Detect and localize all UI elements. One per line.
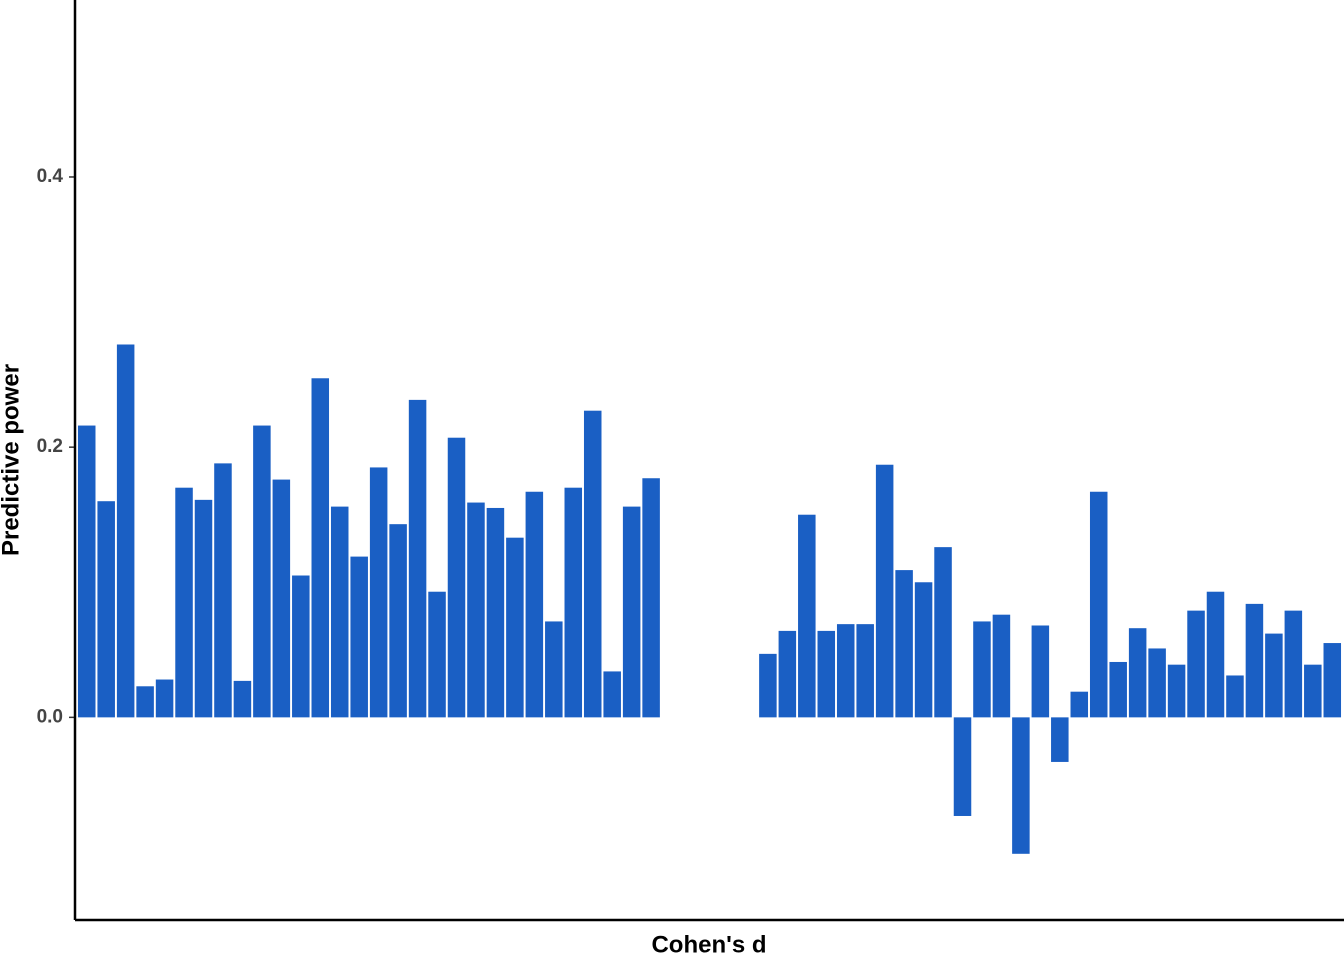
- bar: [428, 591, 446, 718]
- bar: [447, 437, 466, 718]
- bar: [856, 624, 874, 718]
- bar: [1109, 661, 1127, 718]
- bar: [233, 680, 252, 718]
- y-tick-label: 0.4: [37, 166, 64, 187]
- bar: [1323, 643, 1342, 718]
- bar: [292, 575, 310, 718]
- x-axis-label: Cohen's d: [651, 931, 766, 958]
- bar: [1226, 675, 1244, 718]
- bar: [1167, 664, 1186, 718]
- bar: [253, 425, 271, 718]
- bar: [759, 653, 777, 718]
- bar: [408, 399, 427, 718]
- bar: [1148, 648, 1166, 718]
- bar: [486, 507, 505, 718]
- bar: [1012, 717, 1030, 854]
- bar: [175, 487, 193, 718]
- bar: [116, 344, 135, 718]
- bar: [914, 582, 933, 718]
- bar: [272, 479, 291, 718]
- bar: [875, 464, 894, 718]
- bar: [389, 524, 407, 718]
- bar: [350, 556, 368, 718]
- bar: [973, 621, 991, 718]
- bar: [1031, 625, 1050, 718]
- bar: [1245, 603, 1264, 718]
- bar: [136, 686, 154, 718]
- bar: [1051, 717, 1069, 762]
- bar: [467, 502, 485, 718]
- y-tick-label: 0.0: [37, 706, 63, 727]
- bar: [506, 537, 524, 718]
- y-tick-label: 0.2: [37, 436, 63, 457]
- bar: [77, 425, 96, 718]
- bar: [330, 506, 349, 718]
- bar: [642, 478, 660, 718]
- bar: [1206, 591, 1225, 718]
- bar: [1304, 664, 1322, 718]
- bar: [895, 570, 913, 718]
- bar: [97, 501, 115, 718]
- bar: [603, 671, 621, 718]
- bar: [155, 679, 174, 718]
- bar: [564, 487, 583, 718]
- y-axis-label: Predictive power: [0, 364, 24, 556]
- bar: [1128, 628, 1147, 718]
- bar: [934, 547, 952, 718]
- bar: [1284, 610, 1303, 718]
- bar: [1070, 691, 1089, 718]
- bar: [545, 621, 563, 718]
- bar: [622, 506, 641, 718]
- bar: [1187, 610, 1205, 718]
- bar: [214, 463, 232, 718]
- bar: [1265, 633, 1283, 718]
- bar: [798, 514, 816, 718]
- bar: [817, 630, 836, 718]
- bar: [778, 630, 797, 718]
- bar: [992, 614, 1011, 718]
- bar: [525, 491, 544, 718]
- bar: [583, 410, 602, 718]
- bar: [836, 624, 855, 718]
- bar: [311, 378, 330, 718]
- bar: [953, 717, 972, 816]
- bar: [369, 467, 388, 718]
- bar: [194, 499, 213, 718]
- bar: [1089, 491, 1108, 718]
